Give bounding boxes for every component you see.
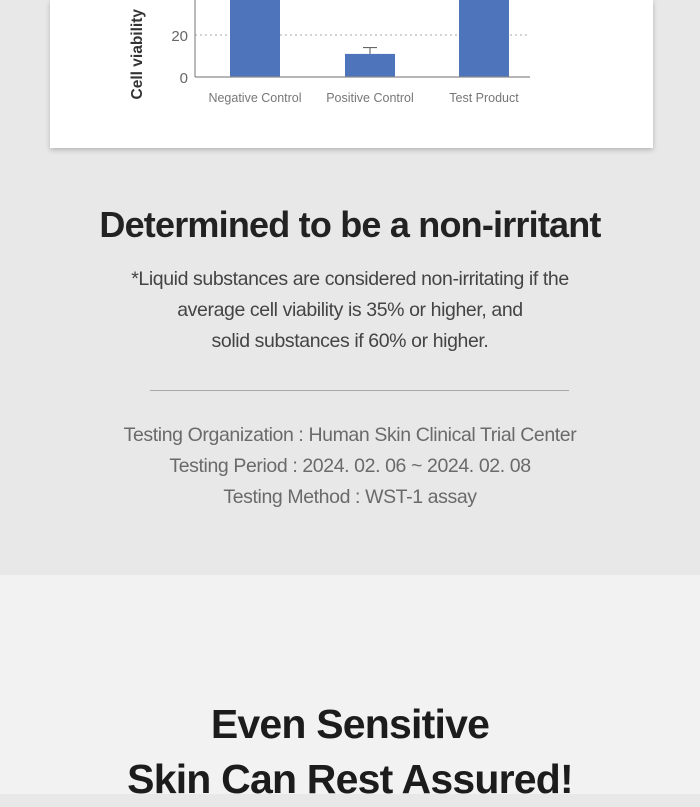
reassurance-title-line: Even Sensitive (210, 701, 490, 747)
chart-card: 0 20 Negative Control Positive Control Test … (50, 0, 653, 148)
reassurance-title-line: Skin Can Rest Assured! (127, 756, 573, 802)
bar (230, 0, 280, 77)
reassurance-title: Even Sensitive Skin Can Rest Assured! (0, 697, 700, 807)
testing-period: Testing Period : 2024. 02. 06 ~ 2024. 02… (169, 455, 531, 477)
criteria-note: *Liquid substances are considered non-ir… (0, 264, 700, 357)
criteria-note-line: *Liquid substances are considered non-ir… (131, 268, 569, 290)
y-tick-label: 20 (171, 28, 188, 45)
y-tick-label: 0 (180, 70, 188, 87)
criteria-note-line: average cell viability is 35% or higher,… (177, 299, 523, 321)
x-tick-label: Test Product (449, 91, 519, 105)
result-headline: Determined to be a non-irritant (99, 204, 601, 245)
criteria-note-line: solid substances if 60% or higher. (211, 330, 489, 352)
testing-organization: Testing Organization : Human Skin Clinic… (123, 424, 577, 446)
reassurance-section (0, 575, 700, 794)
bar (345, 53, 395, 77)
bar (459, 0, 509, 77)
section-divider (150, 390, 569, 391)
testing-info: Testing Organization : Human Skin Clinic… (0, 420, 700, 513)
x-tick-label: Positive Control (326, 91, 414, 105)
testing-method: Testing Method : WST-1 assay (223, 486, 477, 508)
x-tick-label: Negative Control (208, 91, 301, 105)
y-axis-label: Cell viability (129, 9, 146, 100)
cell-viability-chart: 0 20 Negative Control Positive Control Test … (129, 0, 530, 105)
